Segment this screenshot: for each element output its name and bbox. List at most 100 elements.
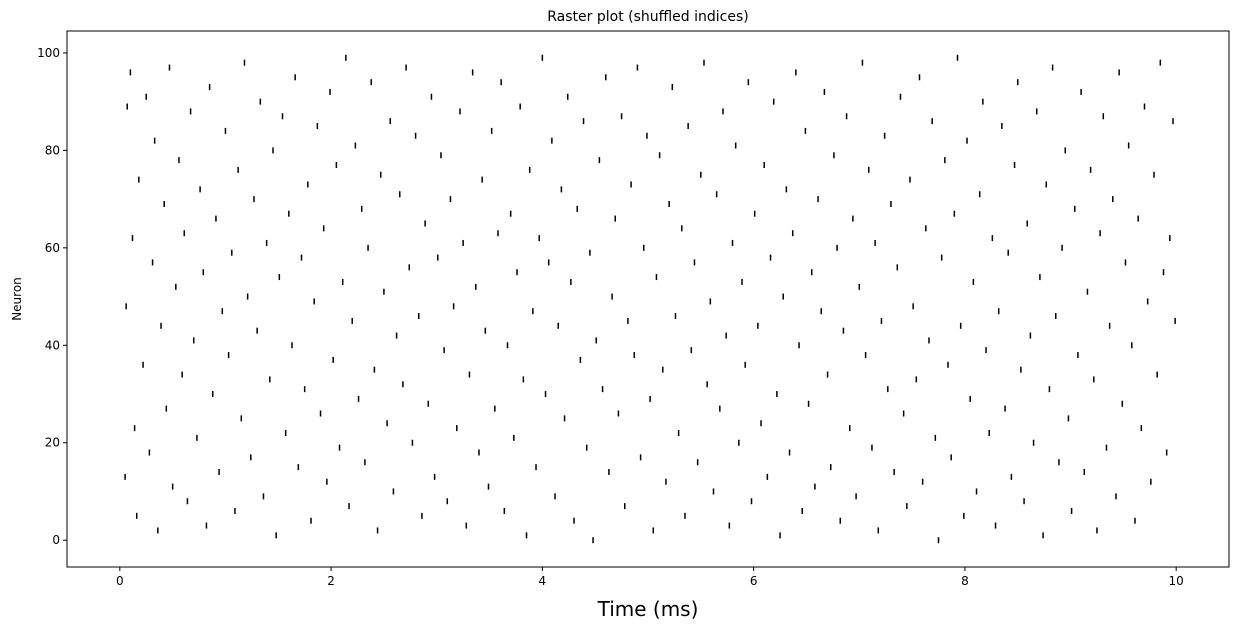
- spike-mark: [215, 215, 217, 222]
- spike-mark: [826, 371, 829, 378]
- spike-mark: [183, 230, 186, 237]
- spike-mark: [830, 464, 832, 471]
- spike-mark: [890, 200, 892, 207]
- spike-mark: [988, 430, 990, 436]
- spike-mark: [646, 132, 648, 139]
- spike-mark: [649, 395, 651, 402]
- spike-mark: [178, 157, 180, 164]
- spike-mark: [706, 381, 708, 388]
- spike-mark: [411, 439, 414, 446]
- spike-mark: [766, 473, 769, 480]
- spike-mark: [259, 98, 262, 105]
- spike-mark: [157, 527, 159, 534]
- spike-mark: [608, 468, 610, 475]
- spike-mark: [440, 152, 442, 159]
- spike-mark: [484, 327, 487, 334]
- spike-mark: [443, 347, 445, 354]
- spike-mark: [963, 512, 965, 519]
- spike-mark: [129, 69, 132, 76]
- spike-mark: [405, 64, 407, 71]
- spike-mark: [481, 176, 483, 183]
- spike-mark: [836, 244, 838, 251]
- spike-mark: [1096, 527, 1098, 534]
- spike-mark: [1042, 532, 1044, 539]
- spike-mark: [1016, 79, 1019, 86]
- y-tick-label: 80: [45, 143, 60, 157]
- spike-mark: [627, 317, 629, 324]
- spike-mark: [1089, 166, 1092, 173]
- spike-mark: [487, 483, 490, 490]
- spike-mark: [1112, 196, 1114, 203]
- spike-mark: [969, 395, 971, 402]
- spike-mark: [1108, 322, 1111, 329]
- spike-mark: [503, 507, 506, 514]
- spike-mark: [446, 498, 449, 505]
- spike-mark: [858, 283, 861, 290]
- spike-mark: [269, 376, 271, 383]
- spike-mark: [845, 113, 848, 120]
- spike-mark: [160, 322, 162, 329]
- spike-mark: [1093, 376, 1095, 383]
- spike-mark: [389, 118, 391, 125]
- spike-mark: [1013, 162, 1016, 168]
- spike-mark: [925, 225, 927, 232]
- spike-mark: [364, 459, 366, 466]
- spike-mark: [418, 313, 420, 320]
- spike-mark: [1172, 118, 1174, 125]
- spike-mark: [921, 478, 924, 485]
- spike-mark: [1061, 244, 1063, 251]
- spike-mark: [535, 464, 537, 471]
- spike-mark: [877, 527, 880, 534]
- spike-mark: [814, 483, 816, 490]
- spike-mark: [125, 303, 127, 310]
- spike-mark: [234, 507, 236, 514]
- spike-mark: [582, 118, 585, 125]
- spike-mark: [779, 532, 781, 539]
- spike-mark: [332, 356, 334, 363]
- spike-mark: [753, 210, 756, 217]
- spike-mark: [135, 512, 138, 519]
- spike-mark: [253, 196, 255, 203]
- spike-mark: [630, 181, 632, 188]
- spike-mark: [934, 434, 937, 441]
- spike-mark: [722, 108, 724, 115]
- x-tick-label: 4: [539, 574, 547, 588]
- spike-mark: [205, 522, 208, 529]
- spike-mark: [972, 278, 975, 285]
- spike-mark: [303, 386, 306, 393]
- spike-mark: [360, 205, 363, 212]
- spike-mark: [395, 332, 398, 339]
- spike-mark: [294, 74, 296, 81]
- spike-mark: [1039, 274, 1041, 281]
- spike-mark: [1035, 108, 1038, 115]
- spike-mark: [1055, 313, 1057, 320]
- spike-mark: [1102, 113, 1105, 120]
- spike-mark: [725, 332, 727, 339]
- spike-mark: [734, 142, 737, 149]
- spike-mark: [421, 512, 423, 519]
- spike-mark: [383, 288, 385, 295]
- spike-mark: [246, 293, 249, 300]
- spike-mark: [760, 420, 762, 427]
- spike-mark: [978, 191, 981, 198]
- spike-mark: [525, 532, 528, 539]
- spike-mark: [687, 123, 689, 130]
- spike-mark: [379, 171, 382, 178]
- spike-mark: [554, 493, 556, 500]
- spike-mark: [744, 361, 746, 368]
- spike-mark: [1137, 215, 1139, 222]
- spike-mark: [833, 152, 835, 159]
- spike-mark: [1146, 298, 1149, 305]
- spike-mark: [931, 118, 933, 125]
- spike-mark: [313, 298, 315, 305]
- spike-mark: [595, 337, 597, 344]
- spike-mark: [795, 69, 797, 76]
- spike-mark: [1074, 205, 1076, 212]
- spike-mark: [605, 74, 607, 81]
- spike-mark: [874, 239, 876, 246]
- spike-mark: [522, 376, 525, 383]
- spike-mark: [906, 503, 908, 510]
- spike-mark: [598, 157, 601, 164]
- spike-mark: [769, 254, 772, 261]
- spike-mark: [316, 123, 319, 130]
